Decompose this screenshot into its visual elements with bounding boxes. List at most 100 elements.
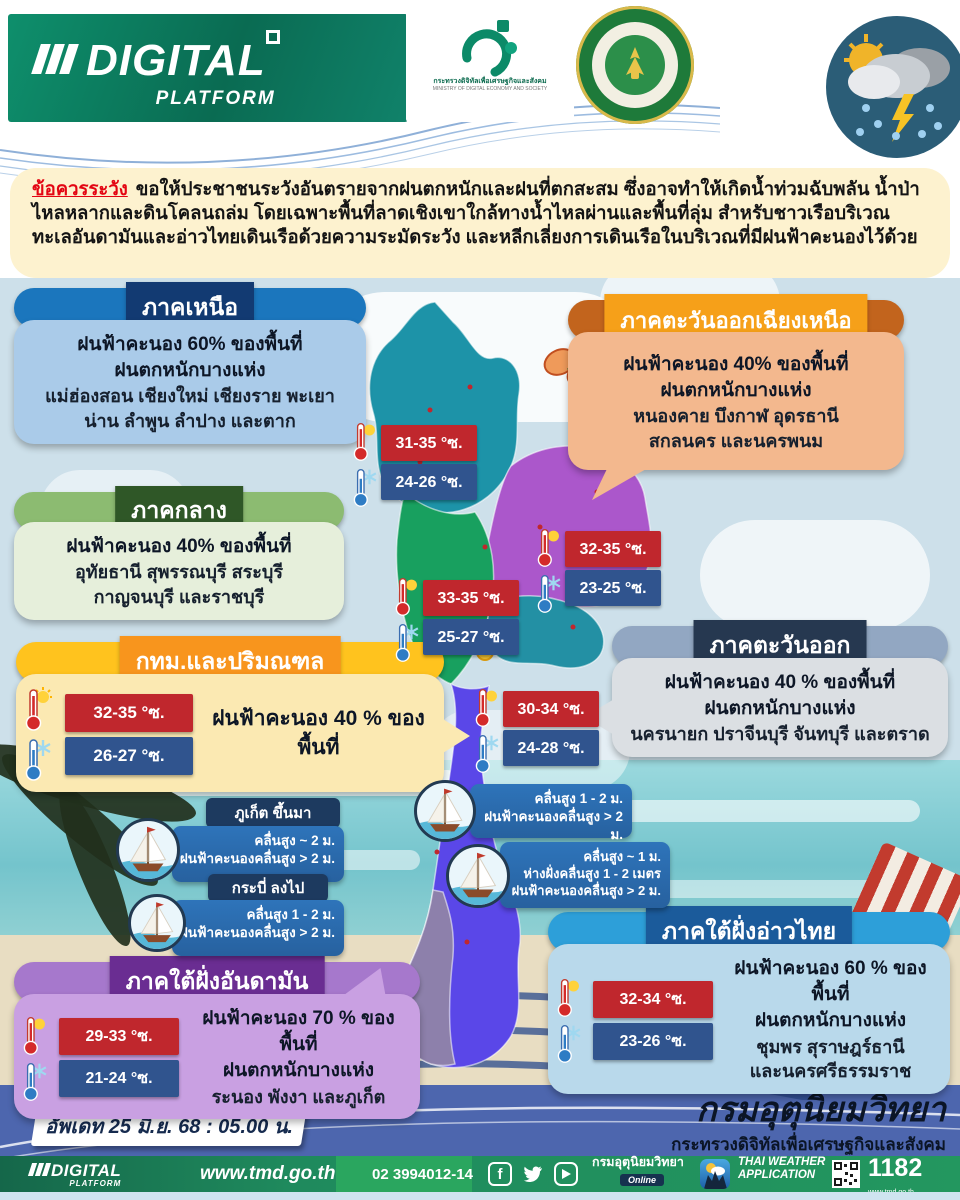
min-temp-south-gulf: 23-26 °ซ. [593, 1022, 713, 1060]
hot-thermometer-icon [23, 1016, 45, 1055]
min-temp-bangkok: 26-27 °ซ. [65, 736, 193, 775]
storm-weather-icon [826, 16, 960, 158]
forecast-line: ฝนฟ้าคะนอง 60% ของพื้นที่ [77, 334, 303, 355]
warning-label: ข้อควรระวัง [32, 178, 128, 199]
cold-thermometer-icon [557, 1025, 581, 1064]
marine-box-gulf-upper: คลื่นสูง 1 - 2 ม. ฝนฟ้าคะนองคลื่นสูง > 2… [470, 784, 632, 842]
department-ministry: กระทรวงดิจิทัลเพื่อเศรษฐกิจและสังคม [671, 1135, 946, 1155]
hotline-block: 1182 www.tmd.go.th [868, 1154, 923, 1197]
footer-brand-digital: DIGITAL [51, 1160, 122, 1180]
hot-thermometer-icon [353, 422, 375, 461]
qr-code[interactable] [832, 1160, 860, 1188]
province-line: หนองคาย บึงกาฬ อุดรธานี [633, 406, 839, 427]
region-card-south-gulf: ภาคใต้ฝั่งอ่าวไทย 32-34 °ซ. 23-26 °ซ. [548, 906, 950, 1095]
province-line: แม่ฮ่องสอน เชียงใหม่ เชียงราย พะเยา [45, 386, 335, 407]
province-line: อุทัยธานี สุพรรณบุรี สระบุรี [74, 562, 284, 583]
warning-text: ขอให้ประชาชนระวังอันตรายจากฝนตกหนักและฝน… [32, 178, 920, 248]
region-card-northeast: ภาคตะวันออกเฉียงเหนือ ฝนฟ้าคะนอง 40% ของ… [568, 294, 904, 501]
forecast-line: ฝนตกหนักบางแห่ง [704, 698, 856, 720]
province-line: น่าน ลำพูน ลำปาง และตาก [84, 411, 296, 432]
marine-box-phuket: คลื่นสูง ~ 2 ม. ฝนฟ้าคะนองคลื่นสูง > 2 ม… [172, 826, 344, 882]
hot-thermometer-icon [25, 687, 52, 731]
online-badge: Online [620, 1173, 665, 1186]
map-min-temp-east: 24-28 °ซ. [503, 730, 599, 766]
footer-digital-platform-logo: DIGITAL PLATFORM [27, 1156, 122, 1192]
forecast-line: ฝนฟ้าคะนอง 40% ของพื้นที่ [66, 536, 292, 557]
max-temp-south-andaman: 29-33 °ซ. [59, 1018, 179, 1056]
map-temp-north: 31-35 °ซ. 24-26 °ซ. [350, 420, 477, 508]
marine-title-krabi: กระบี่ ลงไป [208, 874, 328, 902]
digital-platform-logo: DIGITAL PLATFORM [8, 14, 408, 122]
map-temp-northeast: 32-35 °ซ. 23-25 °ซ. [534, 526, 661, 614]
region-card-central: ภาคกลาง ฝนฟ้าคะนอง 40% ของพื้นที่ อุทัยธ… [14, 486, 344, 620]
brand-digital-text: DIGITAL [86, 36, 266, 85]
hot-thermometer-icon [395, 577, 417, 616]
social-account-name: กรมอุตุนิยมวิทยา [592, 1155, 684, 1169]
thai-weather-app-label: THAI WEATHER APPLICATION [738, 1156, 825, 1192]
app-label-line2: APPLICATION [738, 1169, 816, 1182]
max-temp-south-gulf: 32-34 °ซ. [593, 980, 713, 1018]
sailboat-icon [446, 844, 510, 908]
map-max-temp-northeast: 32-35 °ซ. [565, 531, 661, 567]
max-temp-bangkok: 32-35 °ซ. [65, 693, 193, 732]
cold-thermometer-icon [537, 574, 561, 613]
sailboat-icon [116, 818, 180, 882]
facebook-glyph: f [497, 1165, 503, 1183]
province-line: กาญจนบุรี และราชบุรี [93, 587, 265, 608]
forecast-line: ฝนตกหนักบางแห่ง [114, 360, 266, 382]
cloud [700, 520, 930, 630]
hot-thermometer-icon [557, 979, 579, 1018]
forecast-line: ฝนฟ้าคะนอง 40 % ของพื้นที่ [664, 672, 896, 693]
map-max-temp-east: 30-34 °ซ. [503, 691, 599, 727]
hot-thermometer-icon [475, 688, 497, 727]
hotline-number[interactable]: 1182 [868, 1154, 923, 1182]
twitter-icon[interactable] [520, 1162, 544, 1186]
seal-emblem [605, 35, 665, 95]
cold-thermometer-icon [395, 623, 419, 662]
cold-thermometer-icon [25, 739, 51, 781]
logo-bars-icon [27, 1162, 52, 1180]
sailboat-icon [128, 894, 186, 952]
province-line: สกลนคร และนครพนม [648, 431, 824, 452]
map-min-temp-central: 25-27 °ซ. [423, 619, 519, 655]
logo-square-icon [265, 30, 280, 44]
sailboat-icon [414, 780, 476, 842]
wave-line: คลื่นสูง 1 - 2 ม. [246, 907, 335, 922]
youtube-icon[interactable] [554, 1162, 578, 1186]
wave-line: ฝนฟ้าคะนองคลื่นสูง > 2 ม. [484, 808, 623, 842]
map-min-temp-north: 24-26 °ซ. [381, 464, 477, 500]
marine-title-phuket: ภูเก็ต ขึ้นมา [206, 798, 340, 828]
warning-box: ข้อควรระวัง ขอให้ประชาชนระวังอันตรายจากฝน… [10, 168, 950, 278]
ministry-caption-th: กระทรวงดิจิทัลเพื่อเศรษฐกิจและสังคม [433, 78, 547, 85]
wave-line: ฝนฟ้าคะนองคลื่นสูง > 2 ม. [179, 850, 335, 866]
seal-ring [592, 22, 678, 108]
facebook-icon[interactable]: f [488, 1162, 512, 1186]
department-name: กรมอุตุนิยมวิทยา [696, 1091, 946, 1129]
ministry-caption-en: MINISTRY OF DIGITAL ECONOMY AND SOCIETY [432, 86, 548, 93]
map-max-temp-north: 31-35 °ซ. [381, 425, 477, 461]
region-card-south-andaman: ภาคใต้ฝั่งอันดามัน 29-33 °ซ. 21-24 °ซ. [14, 956, 420, 1120]
bottom-strip [0, 1192, 960, 1200]
province-line: นครนายก ปราจีนบุรี จันทบุรี และตราด [630, 724, 930, 745]
website-link[interactable]: www.tmd.go.th [200, 1163, 336, 1184]
province-line: และนครศรีธรรมราช [749, 1061, 912, 1082]
phone-number[interactable]: 02 3994012-14 [372, 1165, 473, 1183]
wave-line: ฝนฟ้าคะนองคลื่นสูง > 2 ม. [179, 924, 335, 940]
phone-segment [336, 1156, 472, 1192]
region-card-bangkok: กทม.และปริมณฑล 32-35 °ซ. 26-27 °ซ. [16, 636, 470, 792]
wave-line: ฝนฟ้าคะนองคลื่นสูง > 2 ม. [511, 883, 661, 899]
forecast-line: ฝนฟ้าคะนอง 70 % ของพื้นที่ [202, 1008, 395, 1056]
wave-line: คลื่นสูง ~ 2 ม. [254, 833, 335, 848]
met-dept-seal [576, 6, 694, 124]
marine-box-krabi: คลื่นสูง 1 - 2 ม. ฝนฟ้าคะนองคลื่นสูง > 2… [172, 900, 344, 956]
cold-thermometer-icon [353, 468, 377, 507]
cold-thermometer-icon [23, 1062, 47, 1101]
thai-weather-app-icon[interactable] [700, 1159, 730, 1189]
forecast-line: ฝนฟ้าคะนอง 40 % ของพื้นที่ [212, 707, 425, 759]
footer-bar: DIGITAL PLATFORM www.tmd.go.th 02 399401… [0, 1154, 960, 1197]
map-temp-east: 30-34 °ซ. 24-28 °ซ. [472, 686, 599, 774]
hot-thermometer-icon [537, 528, 559, 567]
marine-box-gulf-lower: คลื่นสูง ~ 1 ม. ห่างฝั่งคลื่นสูง 1 - 2 เ… [500, 842, 670, 908]
region-card-north: ภาคเหนือ ฝนฟ้าคะนอง 60% ของพื้นที่ ฝนตกห… [14, 282, 366, 445]
ministry-logo-box: กระทรวงดิจิทัลเพื่อเศรษฐกิจและสังคม MINI… [406, 8, 574, 122]
